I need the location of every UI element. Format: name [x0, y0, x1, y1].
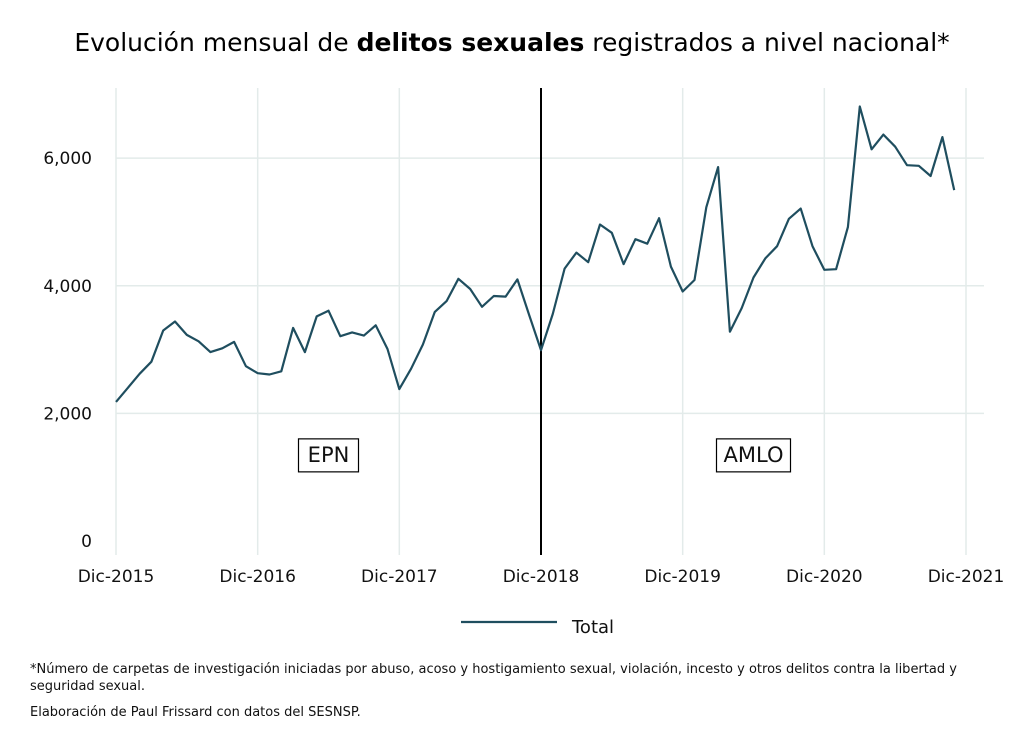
y-axis-ticks: 0 2,000 4,000 6,000 — [43, 149, 92, 552]
y-tick-label: 0 — [81, 532, 92, 552]
x-tick-label: Dic-2021 — [928, 567, 1005, 587]
x-tick-label: Dic-2015 — [78, 567, 155, 587]
series-layer — [115, 105, 956, 403]
era-annotation: AMLO — [715, 438, 792, 473]
legend: Total — [461, 617, 614, 638]
x-tick-label: Dic-2016 — [219, 567, 296, 587]
era-annotation: EPN — [297, 438, 360, 473]
chart-title-bold: delitos sexuales — [356, 28, 585, 57]
x-axis-ticks: Dic-2015 Dic-2016 Dic-2017 Dic-2018 Dic-2019… — [78, 567, 1005, 587]
y-tick-label: 2,000 — [43, 404, 92, 424]
x-tick-label: Dic-2020 — [786, 567, 863, 587]
era-label-box — [715, 438, 792, 473]
legend-label: Total — [571, 617, 614, 638]
x-tick-label: Dic-2018 — [503, 567, 580, 587]
x-tick-label: Dic-2019 — [644, 567, 721, 587]
credit-line: Elaboración de Paul Frissard con datos d… — [30, 705, 361, 720]
grid-lines — [115, 88, 984, 555]
chart-title-prefix: Evolución mensual de — [74, 28, 357, 57]
y-tick-label: 6,000 — [43, 149, 92, 169]
x-tick-label: Dic-2017 — [361, 567, 438, 587]
chart-title: Evolución mensual de delitos sexuales re… — [0, 28, 1024, 57]
era-label: EPN — [308, 443, 350, 467]
era-annotations: EPN AMLO — [297, 438, 792, 473]
series-line-total — [115, 105, 956, 403]
era-label: AMLO — [724, 443, 784, 467]
chart-title-suffix: registrados a nivel nacional* — [584, 28, 950, 57]
footnote: *Número de carpetas de investigación ini… — [30, 662, 957, 694]
y-tick-label: 4,000 — [43, 277, 92, 297]
era-label-box — [297, 438, 360, 473]
